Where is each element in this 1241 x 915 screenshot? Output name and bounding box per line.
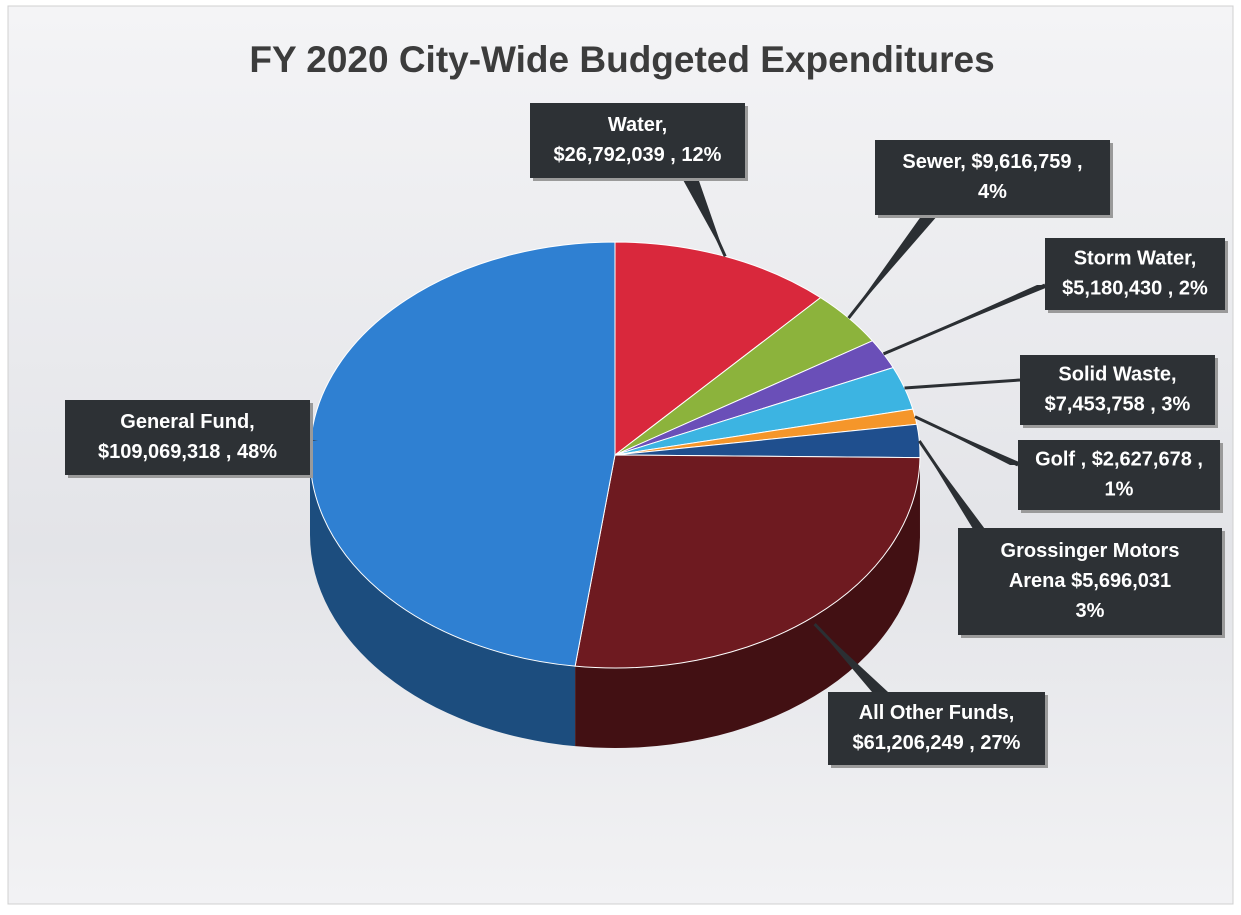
data-label: Water,: [608, 114, 667, 136]
data-label: Grossinger Motors: [1001, 540, 1180, 562]
data-label: All Other Funds,: [859, 702, 1015, 724]
data-label: $5,180,430 , 2%: [1062, 277, 1208, 299]
data-label: Solid Waste,: [1058, 363, 1176, 385]
data-label: Golf , $2,627,678 ,: [1035, 448, 1203, 470]
data-label: Storm Water,: [1074, 247, 1197, 269]
data-label: Sewer, $9,616,759 ,: [902, 151, 1082, 173]
data-label: General Fund,: [120, 411, 254, 433]
data-label: Arena $5,696,031: [1009, 570, 1171, 592]
data-label: 4%: [978, 181, 1007, 203]
data-label: 3%: [1076, 600, 1105, 622]
data-label: $61,206,249 , 27%: [853, 732, 1021, 754]
data-label: $109,069,318 , 48%: [98, 441, 277, 463]
data-label: $7,453,758 , 3%: [1045, 393, 1191, 415]
chart-title: FY 2020 City-Wide Budgeted Expenditures: [249, 39, 994, 80]
data-label: $26,792,039 , 12%: [554, 144, 722, 166]
data-label: 1%: [1105, 478, 1134, 500]
